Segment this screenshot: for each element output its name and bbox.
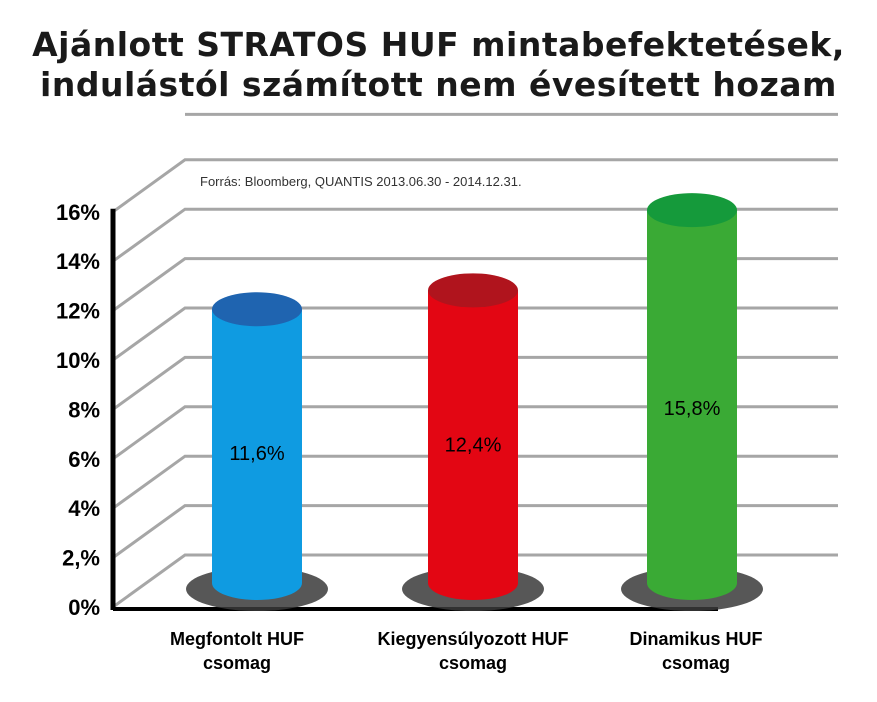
category-label-line-2: csomag xyxy=(661,653,731,673)
y-tick-label: 2,% xyxy=(62,546,100,571)
bar-top xyxy=(647,193,737,228)
gridline xyxy=(112,257,838,312)
gridline xyxy=(112,158,838,214)
bar-top xyxy=(212,292,302,327)
y-tick-label: 14% xyxy=(56,249,100,274)
bar: 15,8% xyxy=(621,193,763,611)
grid xyxy=(112,112,838,609)
data-label: 15,8% xyxy=(664,398,721,420)
bar-top xyxy=(428,273,518,308)
bar-body xyxy=(428,290,518,600)
gridline xyxy=(112,405,838,461)
y-axis-ticks: 0% 2,% 4% 6% 8% 10% 12% 14% 16% xyxy=(56,200,100,620)
category-label: Megfontolt HUF csomag xyxy=(127,627,347,675)
y-tick-label: 12% xyxy=(56,299,100,324)
source-note: Forrás: Bloomberg, QUANTIS 2013.06.30 - … xyxy=(200,174,522,189)
gridline xyxy=(112,355,838,411)
data-label: 11,6% xyxy=(229,443,284,465)
gridline xyxy=(112,504,838,559)
bars: 11,6% 12,4% 15,8% xyxy=(186,193,763,611)
gridline xyxy=(112,454,838,510)
gridline xyxy=(112,207,838,263)
bar: 12,4% xyxy=(402,273,544,611)
y-tick-label: 8% xyxy=(68,397,100,422)
category-label: Kiegyensúlyozott HUF csomag xyxy=(363,627,583,675)
axis xyxy=(110,208,718,611)
data-label: 12,4% xyxy=(445,434,502,456)
y-tick-label: 0% xyxy=(68,595,100,620)
chart-title-line-2: indulástól számított nem évesített hozam xyxy=(40,65,837,104)
gridline xyxy=(112,306,838,362)
bar-body xyxy=(647,210,737,600)
y-tick-label: 16% xyxy=(56,200,100,225)
bar: 11,6% xyxy=(186,292,328,611)
category-label: Dinamikus HUF csomag xyxy=(586,627,806,675)
y-tick-label: 4% xyxy=(68,496,100,521)
category-label-line-1: Dinamikus HUF xyxy=(629,629,763,649)
bar-body xyxy=(212,309,302,600)
gridline xyxy=(112,553,838,609)
category-label-line-2: csomag xyxy=(438,653,508,673)
category-label-line-2: csomag xyxy=(202,653,272,673)
chart-title-line-1: Ajánlott STRATOS HUF mintabefektetések, xyxy=(32,25,845,64)
y-tick-label: 6% xyxy=(68,447,100,472)
y-tick-label: 10% xyxy=(56,348,100,373)
category-label-line-1: Megfontolt HUF xyxy=(170,629,304,649)
category-label-line-1: Kiegyensúlyozott HUF xyxy=(377,629,569,649)
